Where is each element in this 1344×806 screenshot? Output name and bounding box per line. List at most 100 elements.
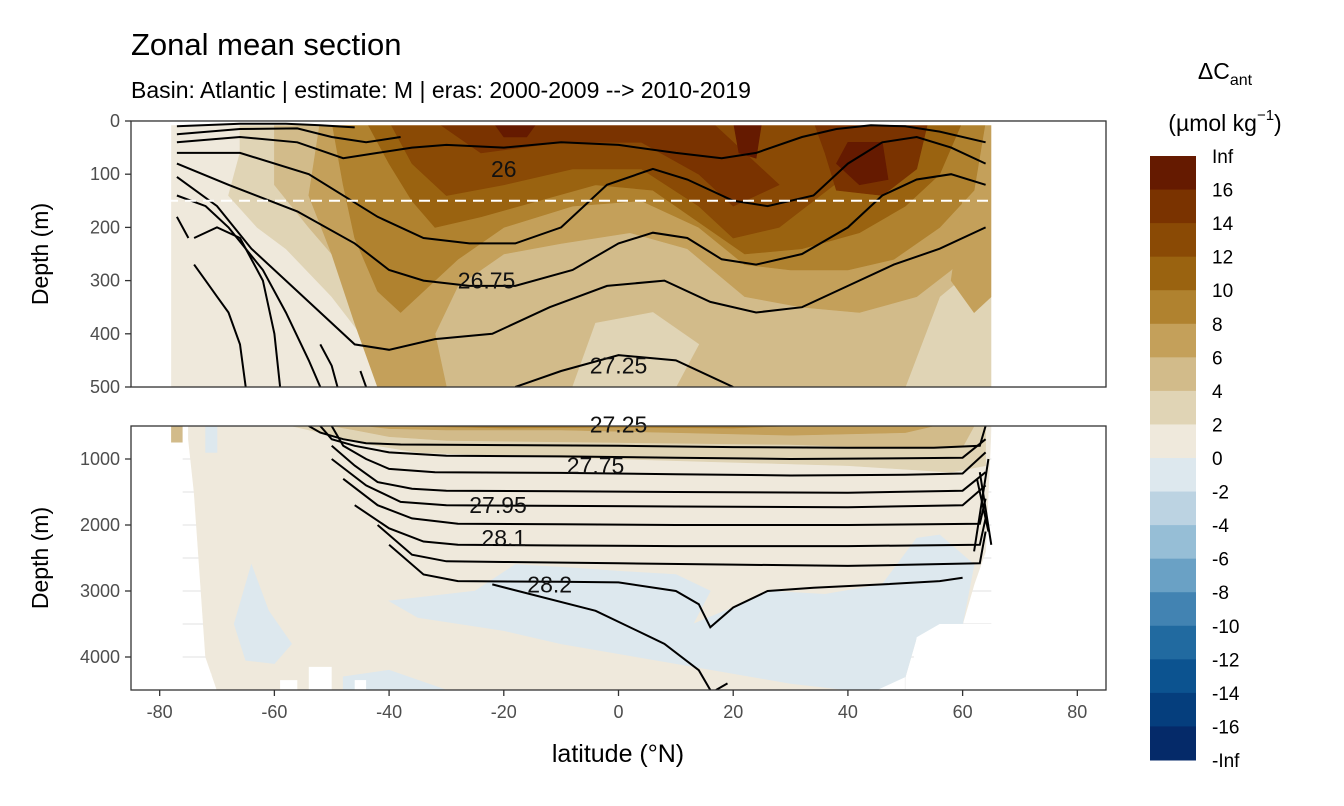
y-tick-label: 2000 [80, 515, 120, 535]
legend-color-bin [1150, 223, 1196, 258]
delta-cant-region [170, 136, 275, 387]
delta-cant-region [366, 426, 934, 436]
isopycnal-line [376, 524, 987, 567]
isopycnal-line [978, 472, 993, 545]
isopycnal-line [193, 264, 247, 387]
legend-tick-label: -14 [1212, 684, 1240, 705]
legend-units-post: ) [1274, 110, 1282, 136]
isopycnal-line [330, 426, 987, 477]
isopycnal-line [715, 682, 728, 690]
isopycnal-line [354, 504, 987, 548]
delta-cant-region [732, 121, 763, 159]
legend-tick-label: 0 [1212, 449, 1223, 470]
isopycnal-line [176, 122, 355, 129]
delta-cant-region [434, 121, 780, 207]
legend-color-bin [1150, 256, 1196, 291]
upper-panel-border [130, 120, 1107, 388]
color-legend: ΔCant (µmol kg−1) Inf 16 14 12 10 8 6 4 2 0 -2 -4 -6… [1150, 58, 1282, 772]
legend-color-bin [1150, 692, 1196, 727]
chart-title: Zonal mean section [131, 27, 402, 62]
isopycnal-line [975, 478, 990, 532]
chart-subtitle: Basin: Atlantic | estimate: M | eras: 20… [131, 77, 751, 103]
isopycnal-line [331, 445, 987, 494]
legend-color-bin [1150, 592, 1196, 627]
isopycnal-line [176, 135, 987, 245]
legend-color-bin [1150, 156, 1196, 191]
legend-tick-label: -12 [1212, 650, 1239, 671]
legend-tick-label: 8 [1212, 315, 1223, 336]
isopycnal-line [359, 370, 368, 387]
delta-cant-region [205, 426, 218, 453]
legend-tick-label: Inf [1212, 147, 1234, 168]
no-data-mask [991, 121, 1106, 387]
isopycnal-line [176, 124, 986, 160]
isopycnal-line [319, 343, 339, 387]
isopycnal-line [388, 544, 963, 629]
x-tick-label: 0 [613, 702, 623, 722]
legend-color-bin [1150, 726, 1196, 761]
legend-color-bin [1150, 189, 1196, 224]
delta-cant-region [836, 142, 889, 186]
legend-color-bin [1150, 323, 1196, 358]
y-tick-label: 1000 [80, 449, 120, 469]
x-tick-label: 40 [838, 702, 858, 722]
isopycnal-label: 26 [491, 156, 517, 182]
upper-y-axis: 0 100 200 300 400 500 [90, 111, 131, 397]
legend-colorbar [1150, 156, 1196, 761]
isopycnal-label: 27.75 [567, 453, 625, 479]
legend-labels: Inf 16 14 12 10 8 6 4 2 0 -2 -4 -6 -8 -10 -12 -14 -16 -Inf [1212, 147, 1240, 772]
lower-y-axis-title: Depth (m) [27, 507, 53, 609]
x-tick-label: 60 [953, 702, 973, 722]
x-tick-label: -60 [261, 702, 287, 722]
legend-color-bin [1150, 525, 1196, 560]
legend-tick-label: 12 [1212, 248, 1233, 269]
delta-cant-region [388, 534, 975, 690]
isopycnal-line [331, 458, 987, 509]
legend-tick-label: 2 [1212, 415, 1223, 436]
legend-color-bin [1150, 625, 1196, 660]
y-tick-label: 4000 [80, 647, 120, 667]
x-tick-label: 20 [723, 702, 743, 722]
isopycnal-line [176, 194, 322, 387]
legend-color-bin [1150, 424, 1196, 459]
legend-units-pre: (µmol kg [1168, 110, 1257, 136]
x-axis: -80 -60 -40 -20 0 20 40 60 80 [147, 690, 1087, 722]
y-tick-label: 0 [110, 111, 120, 131]
no-data-mask [131, 426, 183, 690]
y-tick-label: 300 [90, 271, 120, 291]
isopycnal-line [176, 127, 401, 144]
upper-panel: 26 26.75 27.25 0 100 200 300 400 500 Depth (m) [27, 111, 1107, 397]
legend-color-bin [1150, 491, 1196, 526]
x-tick-label: -80 [147, 702, 173, 722]
isopycnal-line [973, 458, 990, 552]
isopycnal-label: 27.95 [469, 492, 527, 518]
legend-color-bin [1150, 558, 1196, 593]
lower-y-axis: 1000 2000 3000 4000 [80, 449, 131, 667]
legend-tick-label: -10 [1212, 617, 1239, 638]
legend-tick-label: 4 [1212, 382, 1223, 403]
legend-title-main: ΔC [1198, 58, 1230, 84]
no-data-mask [991, 426, 1106, 690]
isopycnal-line [193, 226, 282, 387]
no-data-mask [354, 680, 367, 690]
isopycnal-line [319, 426, 987, 461]
legend-color-bin [1150, 290, 1196, 325]
no-data-mask [280, 680, 298, 690]
x-tick-label: -20 [491, 702, 517, 722]
legend-tick-label: -4 [1212, 516, 1229, 537]
isopycnal-line [492, 583, 712, 690]
upper-y-axis-title: Depth (m) [27, 203, 53, 305]
isopycnal-label: 26.75 [458, 268, 516, 294]
legend-color-bin [1150, 390, 1196, 425]
isopycnal-line [176, 216, 190, 239]
x-tick-label: -40 [376, 702, 402, 722]
y-tick-label: 400 [90, 324, 120, 344]
legend-tick-label: -6 [1212, 550, 1229, 571]
legend-tick-label: -16 [1212, 717, 1239, 738]
legend-tick-label: -8 [1212, 583, 1229, 604]
legend-tick-label: -Inf [1212, 751, 1240, 772]
lower-panel-contour-labels: 27.25 27.75 27.95 28.128.2 [469, 412, 647, 598]
upper-panel-fill [131, 121, 1106, 387]
no-data-mask [905, 624, 997, 690]
